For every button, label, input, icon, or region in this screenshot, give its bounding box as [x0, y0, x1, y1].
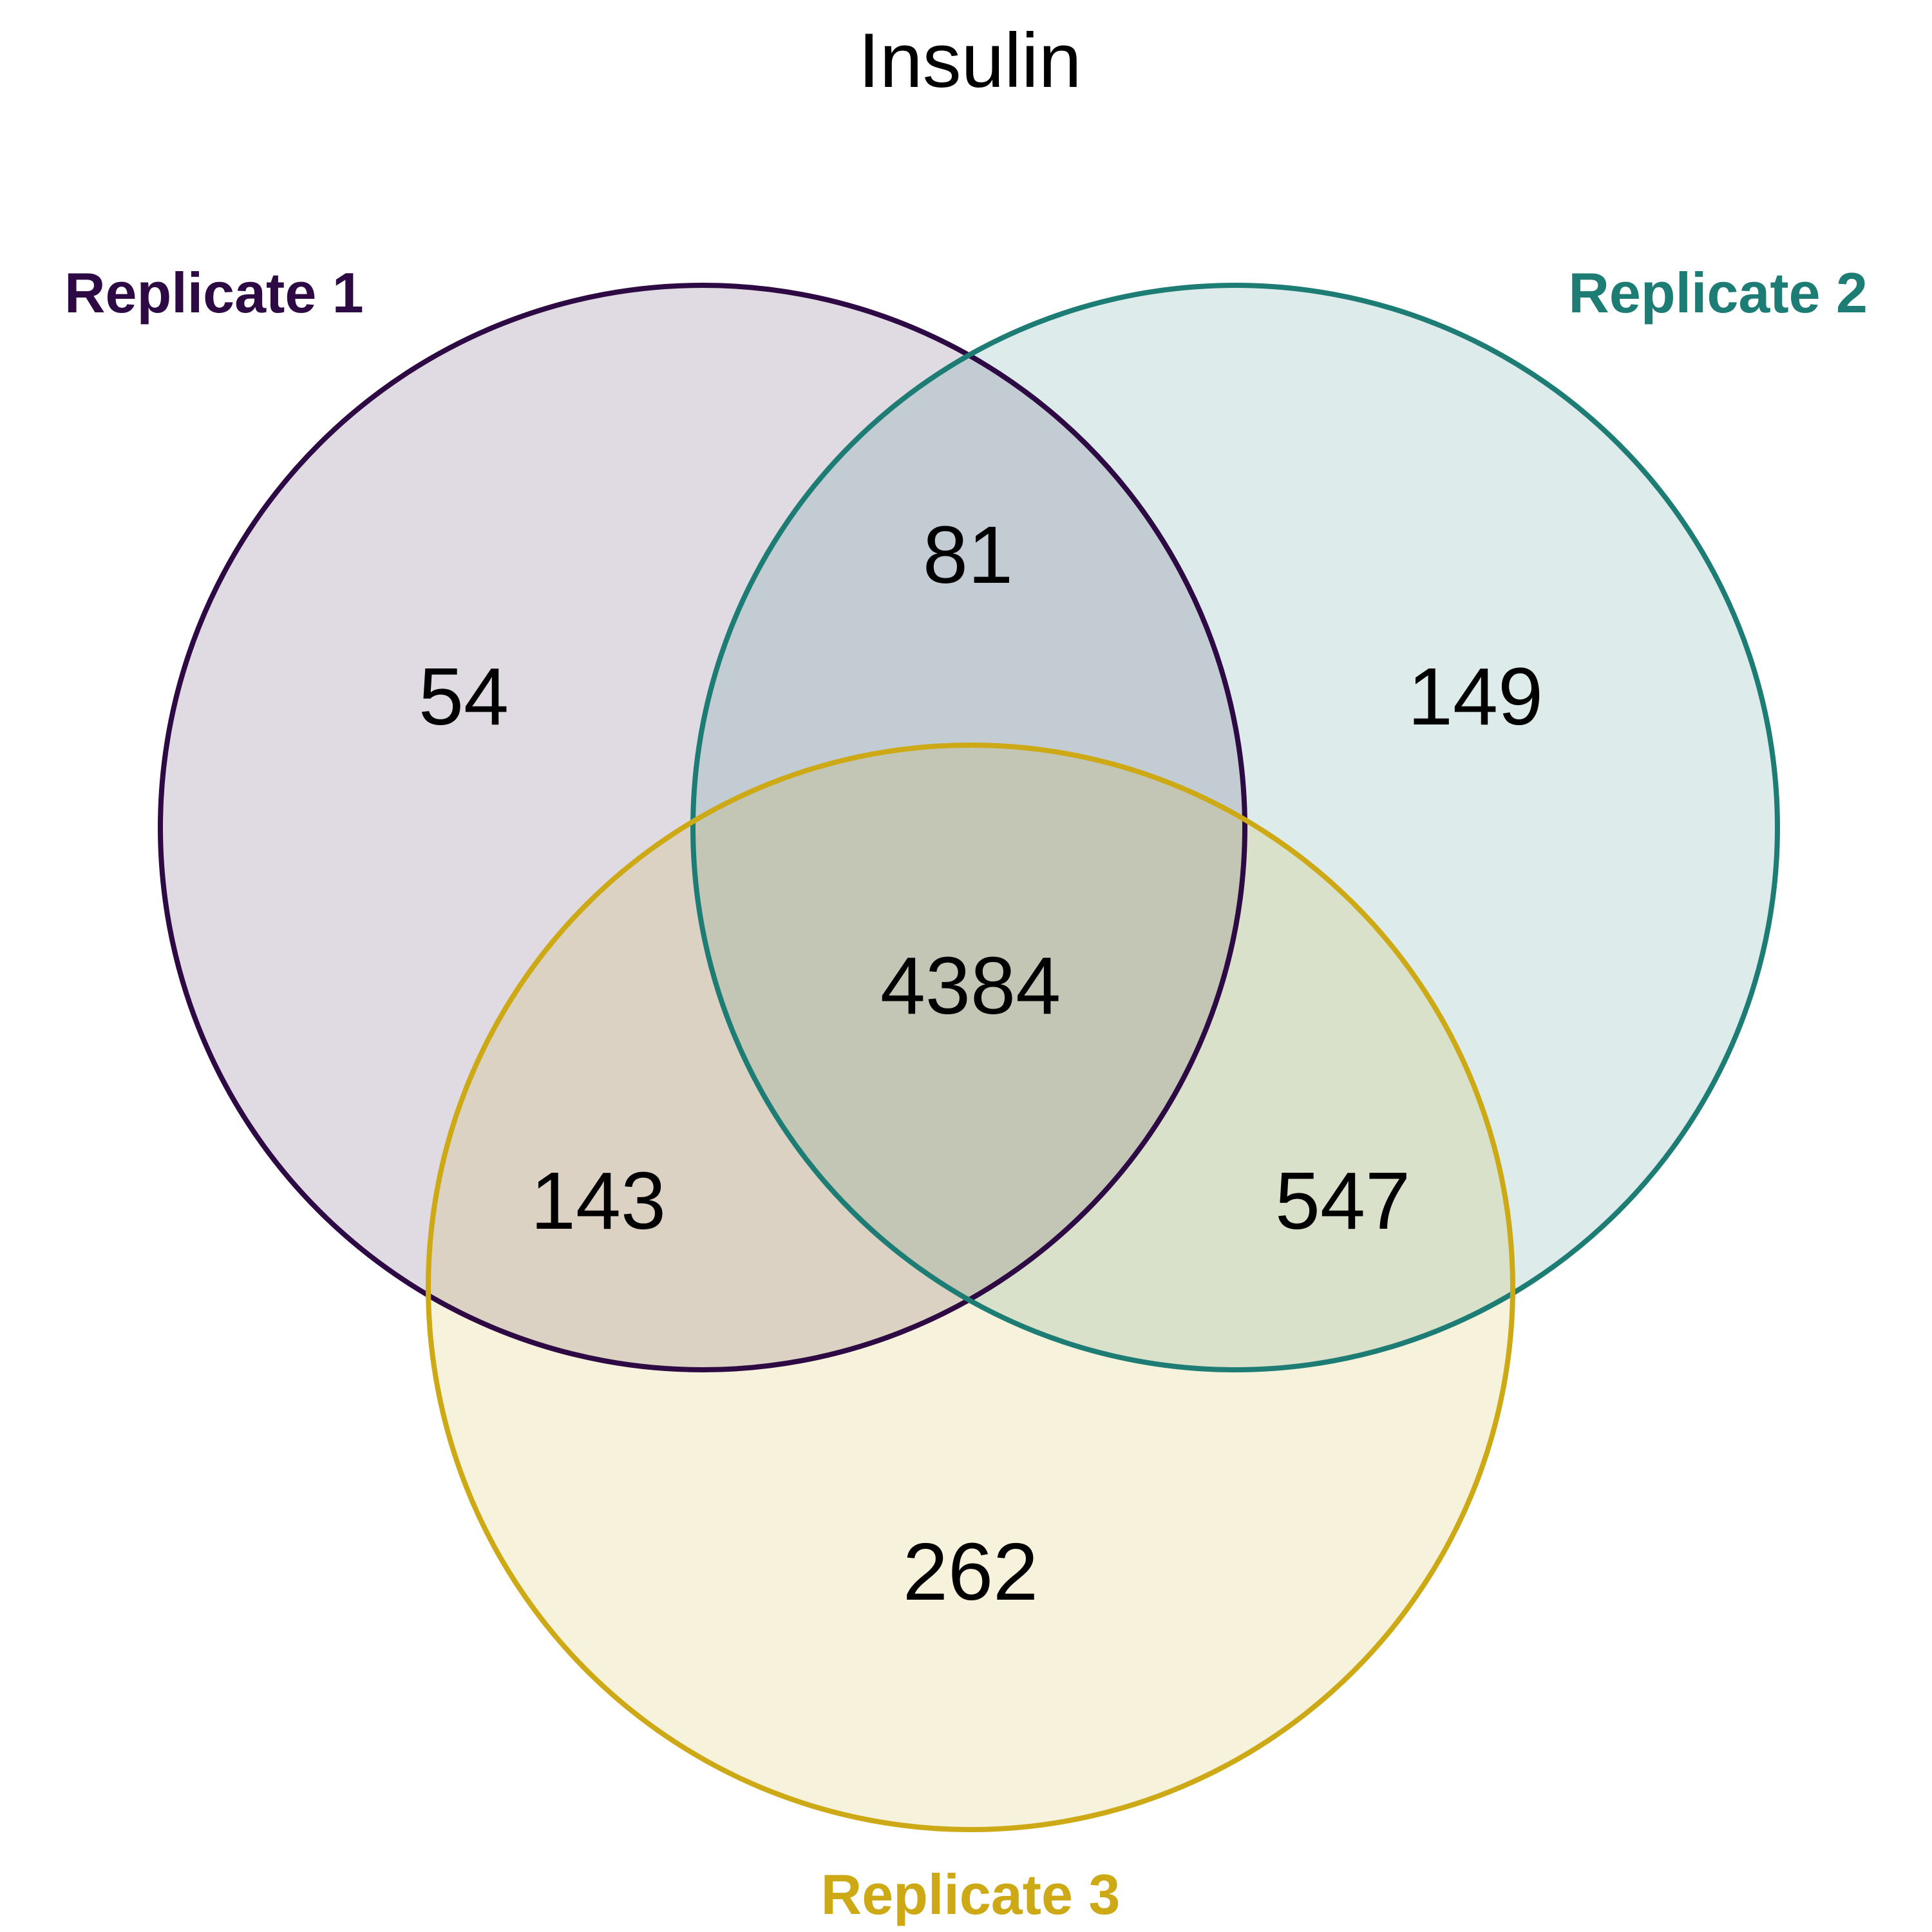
count-replicate-1-only: 54	[419, 651, 509, 742]
region-counts: 54 81 149 4384 143 547 262	[419, 509, 1543, 1617]
count-replicate-1-3: 143	[531, 1155, 666, 1246]
set-label-replicate-1: Replicate 1	[64, 261, 364, 325]
count-replicate-2-3: 547	[1275, 1155, 1410, 1246]
set-label-replicate-3: Replicate 3	[821, 1862, 1121, 1926]
circle-replicate-1-fill	[160, 285, 1245, 1370]
circle-replicate-2-outline	[690, 283, 1780, 1372]
circle-outlines	[158, 283, 1780, 1832]
set-label-replicate-2: Replicate 2	[1568, 261, 1868, 325]
circle-replicate-2-fill	[693, 285, 1777, 1370]
count-replicate-3-only: 262	[903, 1526, 1038, 1617]
count-replicate-2-only: 149	[1408, 651, 1543, 742]
diagram-title: Insulin	[858, 17, 1082, 104]
circle-replicate-1-outline	[158, 283, 1247, 1372]
circle-fills	[160, 285, 1777, 1830]
circle-replicate-3-fill	[428, 745, 1513, 1830]
count-all-replicates: 4384	[880, 940, 1061, 1031]
count-replicate-1-2: 81	[923, 509, 1013, 600]
circle-replicate-3-outline	[426, 743, 1515, 1832]
